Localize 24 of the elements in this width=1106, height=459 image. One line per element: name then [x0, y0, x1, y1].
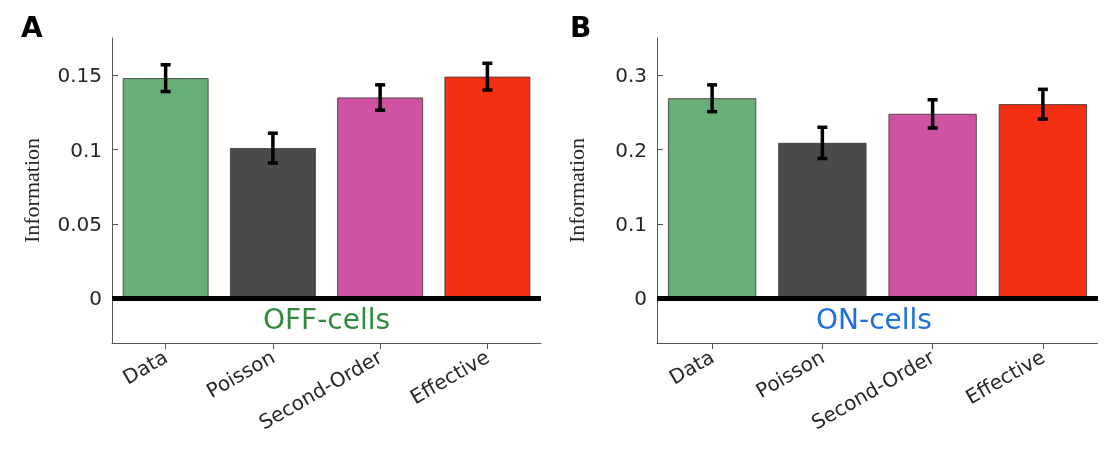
- y-tick-label: 0.1: [70, 137, 102, 162]
- y-tick-label: 0: [89, 286, 102, 311]
- y-tick-label: 0.2: [615, 137, 647, 162]
- annotation: ON-cells: [816, 302, 932, 336]
- bar: [668, 98, 757, 299]
- bar: [337, 97, 424, 299]
- y-tick-label: 0.3: [615, 63, 647, 88]
- y-tick-label: 0: [634, 286, 647, 311]
- chart-title: B: [570, 10, 592, 44]
- bar: [778, 142, 867, 299]
- bar: [888, 113, 977, 299]
- bar: [444, 76, 531, 299]
- y-tick-label: 0.1: [615, 211, 647, 236]
- bar: [998, 104, 1087, 299]
- bar: [229, 148, 316, 299]
- y-axis-title: Information: [563, 137, 589, 244]
- chart-title: A: [21, 10, 43, 44]
- bar: [122, 78, 209, 299]
- x-tick-label: Data: [118, 344, 172, 390]
- x-tick-label: Data: [664, 344, 719, 390]
- annotation: OFF-cells: [262, 302, 391, 336]
- y-axis-title: Information: [18, 137, 44, 244]
- y-tick-label: 0.05: [57, 211, 102, 236]
- y-tick-label: 0.15: [57, 63, 102, 88]
